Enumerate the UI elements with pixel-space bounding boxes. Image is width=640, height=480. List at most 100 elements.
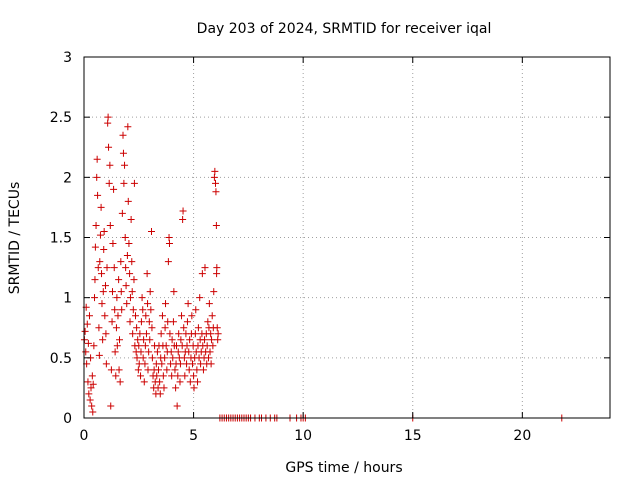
data-point [94,264,102,272]
x-tick-label: 15 [404,428,422,444]
data-point [105,179,113,187]
data-point [92,221,100,229]
data-point [205,300,213,308]
data-point [93,173,101,181]
data-point [123,300,131,308]
data-point [186,378,194,386]
data-point [105,143,113,151]
data-point [194,324,202,332]
data-point [146,288,154,296]
data-point [148,324,156,332]
data-point [210,173,218,181]
data-point [212,179,219,187]
data-point [91,294,99,302]
data-point [214,330,222,338]
data-point [128,258,136,266]
data-point [115,276,123,284]
data-point [158,312,166,320]
data-point [95,324,103,332]
data-point [190,384,198,392]
data-point [212,221,220,229]
data-point [107,402,115,410]
data-point [122,282,130,290]
data-point [204,354,212,362]
data-point [136,330,144,338]
data-point [166,330,174,338]
data-point [84,339,92,347]
data-point [100,227,108,235]
data-point [107,366,115,374]
data-point [201,264,209,272]
data-point [95,351,103,359]
data-point [117,288,125,296]
data-point [140,378,148,386]
data-point [188,312,196,320]
data-point [170,288,178,296]
data-point [110,185,118,193]
data-point [108,288,116,296]
data-point [108,318,116,326]
data-point [94,191,102,199]
data-point [85,312,93,320]
data-point [104,113,112,121]
data-point [120,179,128,187]
data-point [174,348,182,356]
data-point [89,408,97,416]
data-point [172,384,180,392]
data-point [129,330,137,338]
y-axis-label: SRMTID / TECUs [7,182,23,295]
data-point [130,179,138,187]
data-point [145,348,153,356]
data-point [106,221,114,229]
data-point [137,318,145,326]
data-point [130,276,138,284]
data-point [126,270,134,278]
data-point [213,324,221,332]
x-tick-label: 5 [189,428,198,444]
data-point [111,348,119,356]
data-point [206,348,214,356]
data-point [175,330,183,338]
data-point [179,215,187,223]
data-point [164,258,172,266]
data-point [137,348,145,356]
data-point [91,243,99,251]
data-point [91,276,99,284]
data-point [181,372,189,380]
data-point [132,312,140,320]
data-point [194,378,202,386]
data-point [109,240,117,248]
data-point [97,203,105,211]
data-point [126,294,134,302]
data-point [93,155,101,163]
data-point [165,240,173,248]
data-point [128,288,136,296]
data-point [102,330,110,338]
data-point [88,372,96,380]
data-point [106,161,114,169]
data-point [90,342,98,350]
x-tick-label: 10 [294,428,312,444]
data-point [102,360,110,368]
tick-labels: 0 5 10 15 20 0 0.5 1 1.5 2 2.5 3 [50,50,532,444]
data-point [89,380,97,388]
data-point [85,390,93,398]
data-point [113,342,121,350]
data-point [110,264,118,272]
data-point [204,318,212,326]
data-point [179,207,187,215]
data-point [161,354,169,362]
data-point [87,384,95,392]
data-point [137,372,145,380]
data-point [153,372,161,380]
data-point [100,246,108,254]
data-point [148,354,156,362]
x-tick-label: 0 [80,428,89,444]
data-point [178,312,186,320]
data-point [145,318,153,326]
data-point [174,372,182,380]
data-point [119,149,127,157]
data-point [180,324,188,332]
data-point [86,396,94,404]
data-point [134,366,142,374]
